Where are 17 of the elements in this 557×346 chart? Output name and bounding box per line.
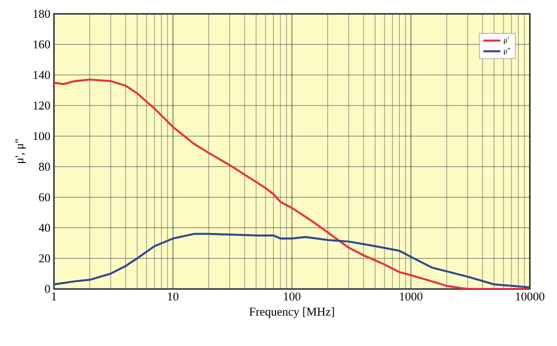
- y-tick-label: 100: [34, 132, 50, 140]
- y-tick-label: 0: [44, 284, 50, 293]
- y-tick-label: 60: [39, 193, 50, 202]
- y-axis-title: μ', μ'': [15, 139, 26, 164]
- y-tick-label: 40: [38, 224, 50, 232]
- x-tick-label: 10: [168, 292, 178, 300]
- y-tick-label: 20: [39, 254, 50, 262]
- x-tick-label: 100: [284, 292, 300, 300]
- y-tick-label: 80: [38, 162, 50, 171]
- y-tick-label: 180: [34, 10, 50, 18]
- y-tick-label: 120: [34, 102, 50, 110]
- x-tick-label: 1000: [400, 292, 422, 300]
- x-tick-label: 10000: [516, 292, 544, 300]
- x-tick-label: 1: [52, 292, 56, 300]
- x-axis-title: Frequency [MHz]: [249, 307, 334, 318]
- y-tick-label: 140: [34, 70, 50, 79]
- y-tick-label: 160: [34, 40, 50, 48]
